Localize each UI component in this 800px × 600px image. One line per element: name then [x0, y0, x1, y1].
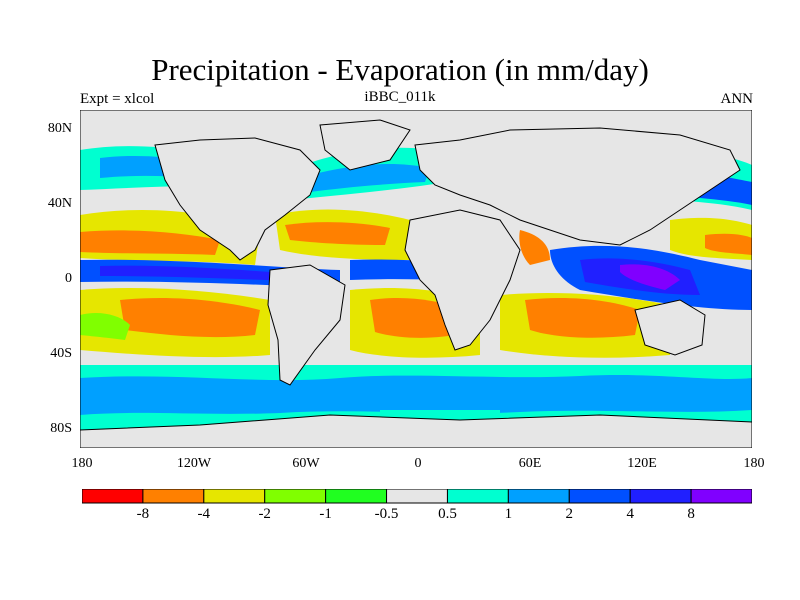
- lat-tick-80s: 80S: [50, 421, 72, 436]
- greenland: [319, 119, 411, 171]
- colorbar-box: [82, 489, 144, 504]
- colorbar-box: [629, 489, 692, 504]
- colorbar-label: -0.5: [374, 506, 399, 522]
- colorbar-label: 0.5: [438, 506, 457, 522]
- lon-tick-120e: 120E: [627, 456, 657, 471]
- s-indian-dry: [525, 298, 640, 338]
- warm-pool-max: [620, 264, 680, 290]
- lat-tick-40n: 40N: [47, 196, 72, 211]
- colorbar-box: [690, 489, 752, 504]
- colorbar-label: 2: [565, 506, 574, 522]
- southern-ocean-gap: [380, 410, 500, 420]
- africa: [404, 209, 521, 351]
- colorbar-label: -8: [136, 506, 150, 522]
- colorbar-box: [507, 489, 570, 504]
- s-pacific-dry: [120, 298, 260, 338]
- continents: [80, 119, 752, 448]
- lat-tick-80n: 80N: [47, 121, 72, 136]
- n-atlantic-dry: [285, 222, 390, 245]
- lon-tick-180w: 180: [71, 456, 93, 471]
- southern-ocean-blue: [80, 375, 752, 415]
- case-label: iBBC_011k: [364, 89, 436, 105]
- colorbar-box: [446, 489, 509, 504]
- lon-tick-60e: 60E: [518, 456, 542, 471]
- lat-tick-40s: 40S: [50, 346, 72, 361]
- colorbar-label: -1: [319, 506, 332, 522]
- colorbar-label: -4: [197, 506, 211, 522]
- north-america: [154, 137, 321, 261]
- page-title: Precipitation - Evaporation (in mm/day): [151, 52, 649, 87]
- colorbar-box: [386, 489, 448, 504]
- season-label: ANN: [720, 91, 754, 107]
- colorbar-box: [142, 489, 205, 504]
- experiment-label: Expt = xlcol: [80, 91, 155, 107]
- antarctica: [80, 414, 752, 448]
- north-atlantic-blue: [310, 164, 430, 192]
- colorbar-box: [568, 489, 631, 504]
- colorbar-label: 4: [626, 506, 634, 522]
- n-pacific-dry: [80, 230, 220, 255]
- colorbar-box: [203, 489, 266, 504]
- nw-pacific-dry: [705, 233, 752, 255]
- colorbar-box: [264, 489, 327, 504]
- lon-tick-0: 0: [414, 456, 422, 471]
- colorbar: [82, 489, 752, 504]
- colorbar-box: [325, 489, 388, 504]
- south-america: [267, 264, 346, 386]
- colorbar-label: -2: [258, 506, 271, 522]
- lon-tick-120w: 120W: [176, 456, 212, 471]
- precip-evap-map: [80, 110, 752, 448]
- s-atlantic-dry: [370, 297, 460, 338]
- s-pacific-green: [80, 313, 130, 340]
- lon-tick-180e: 180: [743, 456, 765, 471]
- colorbar-label: 1: [504, 506, 513, 522]
- australia: [634, 299, 706, 356]
- arabian-sea-dry: [519, 230, 550, 265]
- itcz-pacific-core: [100, 265, 320, 282]
- eurasia: [414, 127, 741, 246]
- lon-tick-60w: 60W: [292, 456, 320, 471]
- lat-tick-0: 0: [65, 271, 72, 286]
- colorbar-label: 8: [687, 506, 695, 522]
